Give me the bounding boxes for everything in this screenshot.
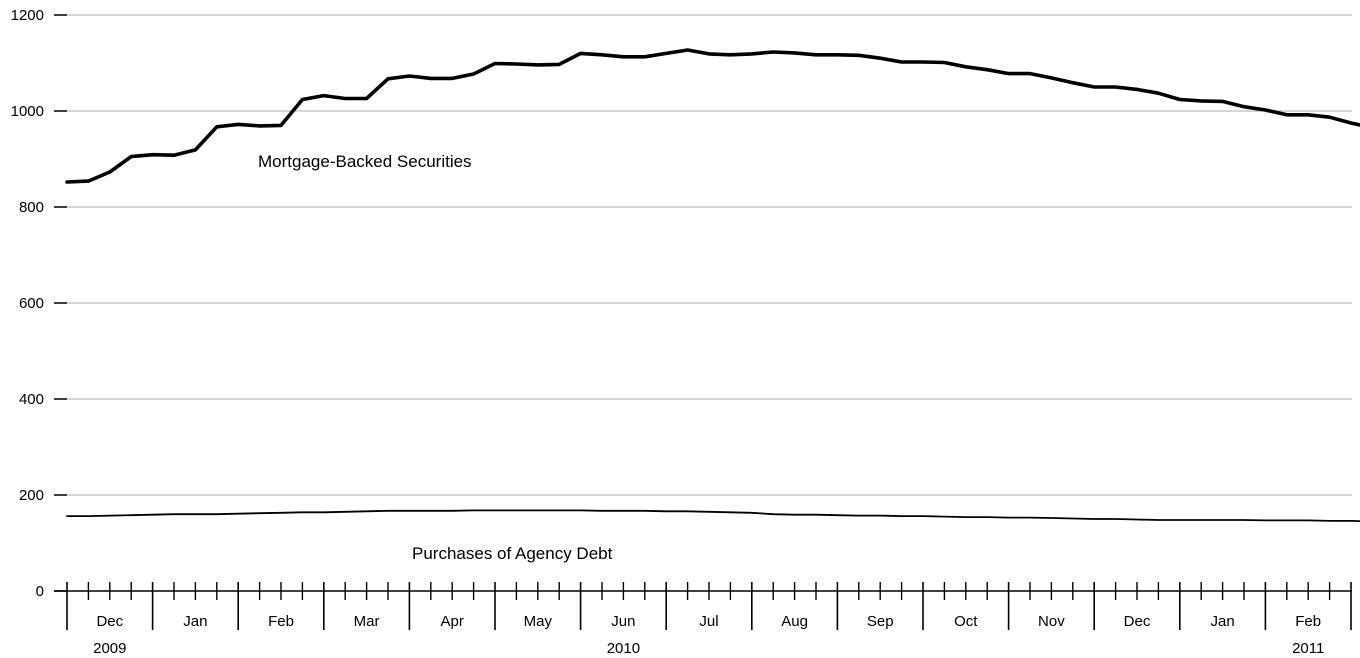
x-month-label: May — [524, 613, 553, 630]
gridlines — [67, 14, 1352, 496]
x-month-label: Aug — [781, 613, 808, 630]
x-month-label: Nov — [1038, 613, 1065, 630]
series-line-mortgage-backed-securities — [65, 48, 1360, 184]
x-month-label: Jun — [611, 613, 635, 630]
x-month-label: Feb — [1295, 613, 1321, 630]
y-tick-label: 200 — [19, 487, 44, 504]
x-month-label: Jan — [1211, 613, 1235, 630]
x-month-label: Dec — [96, 613, 123, 630]
y-tick-label: 0 — [36, 583, 44, 600]
y-tick-label: 600 — [19, 295, 44, 312]
x-month-label: Jan — [183, 613, 207, 630]
x-axis: Dec Jan Feb Mar Apr May Jun Jul Aug Sep Oct Nov Dec J… — [54, 582, 1352, 657]
series-label-mortgage-backed-securities: Mortgage-Backed Securities — [258, 152, 472, 171]
x-month-label: Mar — [354, 613, 380, 630]
y-tick-label: 800 — [19, 199, 44, 216]
series-label-purchases-of-agency-debt: Purchases of Agency Debt — [412, 544, 613, 563]
y-tick-label: 400 — [19, 391, 44, 408]
series-lines — [65, 48, 1360, 523]
x-month-label: Sep — [867, 613, 894, 630]
x-month-label: Jul — [699, 613, 718, 630]
y-tick-label: 1200 — [11, 7, 44, 24]
x-year-label: 2010 — [607, 640, 640, 657]
x-month-label: Dec — [1124, 613, 1151, 630]
x-year-label: 2009 — [93, 640, 126, 657]
x-month-label: Apr — [441, 613, 464, 630]
series-line-purchases-of-agency-debt — [66, 509, 1360, 523]
x-month-label: Oct — [954, 613, 978, 630]
y-tick-label: 1000 — [11, 103, 44, 120]
x-year-label: 2011 — [1292, 640, 1324, 657]
x-month-label: Feb — [268, 613, 294, 630]
y-axis: 0 200 400 600 800 1000 1200 — [11, 7, 67, 600]
